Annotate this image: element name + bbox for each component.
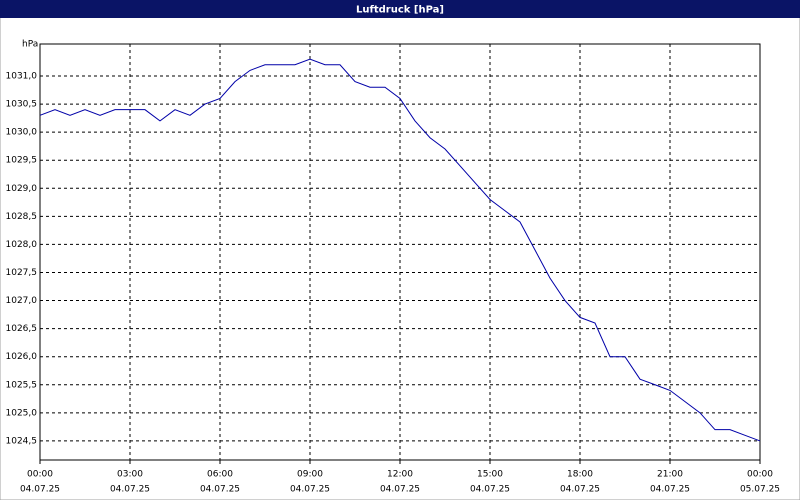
x-tick-label: 00:00 bbox=[747, 470, 773, 480]
x-tick-date: 04.07.25 bbox=[20, 485, 60, 495]
y-tick-label: 1024,5 bbox=[6, 436, 38, 446]
y-tick-label: 1029,0 bbox=[6, 184, 38, 194]
y-tick-label: 1025,5 bbox=[6, 380, 38, 390]
y-tick-label: 1030,5 bbox=[6, 100, 38, 110]
y-tick-label: 1028,0 bbox=[6, 240, 38, 250]
x-tick-label: 00:00 bbox=[27, 470, 53, 480]
x-tick-date: 04.07.25 bbox=[380, 485, 420, 495]
y-tick-label: 1029,5 bbox=[6, 156, 38, 166]
x-tick-label: 06:00 bbox=[207, 470, 233, 480]
x-tick-label: 18:00 bbox=[567, 470, 593, 480]
y-tick-label: 1025,0 bbox=[6, 408, 38, 418]
chart-title: Luftdruck [hPa] bbox=[356, 5, 444, 16]
x-tick-date: 05.07.25 bbox=[740, 485, 780, 495]
y-axis-label: hPa bbox=[22, 40, 38, 50]
y-tick-label: 1028,5 bbox=[6, 212, 38, 222]
x-tick-label: 09:00 bbox=[297, 470, 323, 480]
y-tick-label: 1026,5 bbox=[6, 324, 38, 334]
y-tick-label: 1027,0 bbox=[6, 296, 38, 306]
x-tick-date: 04.07.25 bbox=[200, 485, 240, 495]
x-tick-label: 03:00 bbox=[117, 470, 143, 480]
title-bar bbox=[0, 0, 800, 18]
x-tick-date: 04.07.25 bbox=[110, 485, 150, 495]
y-tick-label: 1031,0 bbox=[6, 72, 38, 82]
x-tick-date: 04.07.25 bbox=[470, 485, 510, 495]
x-tick-label: 12:00 bbox=[387, 470, 413, 480]
data-line bbox=[39, 58, 761, 442]
x-tick-date: 04.07.25 bbox=[650, 485, 690, 495]
y-tick-label: 1030,0 bbox=[6, 128, 38, 138]
x-tick-label: 15:00 bbox=[477, 470, 503, 480]
y-tick-label: 1026,0 bbox=[6, 352, 38, 362]
x-tick-date: 04.07.25 bbox=[290, 485, 330, 495]
y-tick-label: 1027,5 bbox=[6, 268, 38, 278]
x-tick-date: 04.07.25 bbox=[560, 485, 600, 495]
x-tick-label: 21:00 bbox=[657, 470, 683, 480]
